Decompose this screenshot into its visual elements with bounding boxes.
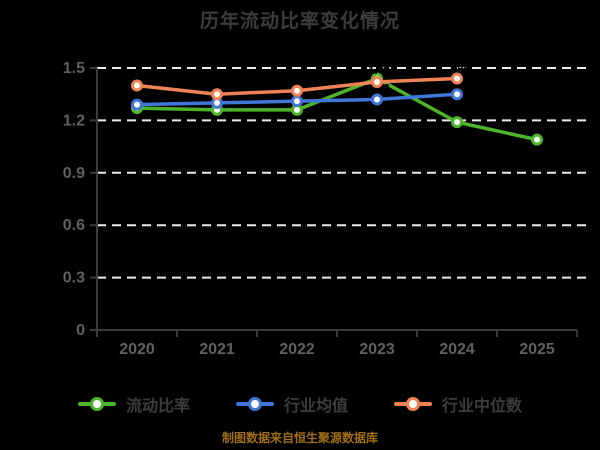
- data-source-note: 制图数据来自恒生聚源数据库: [221, 431, 378, 445]
- gridlines: [97, 67, 586, 279]
- x-tick-label: 2022: [279, 341, 315, 358]
- data-point-label: 1.44: [368, 61, 390, 73]
- series-行业均值: 1.291.301.311.321.35: [128, 77, 470, 111]
- data-point-marker: [291, 95, 303, 108]
- data-point-marker: [531, 133, 543, 146]
- data-point-marker: [371, 93, 383, 106]
- axes: [90, 67, 578, 337]
- data-point-marker: [371, 75, 383, 88]
- chart-legend: 流动比率 行业均值 行业中位数: [0, 388, 600, 420]
- legend-label: 行业均值: [283, 398, 348, 415]
- legend-line-marker-icon: [235, 397, 274, 411]
- data-point-label: 1.44: [448, 61, 470, 73]
- data-point-marker: [211, 88, 223, 101]
- data-point-label: 1.09: [528, 123, 549, 135]
- data-point-marker: [131, 98, 143, 111]
- y-tick-label: 0: [76, 322, 85, 339]
- y-tick-label: 1.2: [63, 112, 85, 129]
- legend-item-current-ratio[interactable]: 流动比率: [77, 392, 190, 416]
- x-tick-label: 2024: [439, 341, 475, 358]
- x-tick-label: 2023: [359, 341, 395, 358]
- data-point-label: 1.42: [368, 65, 389, 77]
- x-tick-label: 2021: [199, 341, 235, 358]
- chart-title: 历年流动比率变化情况: [199, 11, 400, 32]
- data-point-marker: [451, 72, 463, 85]
- series-line: [136, 76, 538, 142]
- legend-line-marker-icon: [394, 397, 432, 411]
- data-point-marker: [451, 116, 463, 129]
- x-tick-label: 2020: [119, 341, 155, 358]
- y-tick-label: 0.9: [63, 165, 85, 182]
- data-point-marker: [451, 88, 463, 101]
- data-point-marker: [291, 84, 303, 97]
- legend-item-industry-median[interactable]: 行业中位数: [394, 392, 522, 416]
- data-point-label: 1.37: [288, 74, 309, 86]
- series-行业中位数: 1.401.35 1.371.42 1.44: [128, 61, 471, 101]
- tick-labels: 0 0.3 0.6 0.9 1.2 1.5 2020 2021 2022 2023 2024 2025: [63, 60, 555, 358]
- y-tick-label: 0.6: [63, 217, 85, 234]
- y-tick-label: 1.5: [63, 60, 85, 77]
- x-tick-label: 2025: [519, 341, 555, 358]
- data-point-label: 1.19: [448, 105, 469, 117]
- data-point-label: 1.29: [128, 88, 149, 100]
- data-point-marker: [131, 79, 143, 92]
- y-tick-label: 0.3: [63, 270, 85, 287]
- legend-line-marker-icon: [77, 397, 116, 411]
- legend-item-industry-mean[interactable]: 行业均值: [235, 392, 348, 416]
- legend-label: 行业中位数: [442, 398, 523, 415]
- legend-label: 流动比率: [125, 398, 190, 415]
- data-point-label: 1.35: [208, 77, 229, 89]
- data-point-label: 1.40: [128, 68, 149, 80]
